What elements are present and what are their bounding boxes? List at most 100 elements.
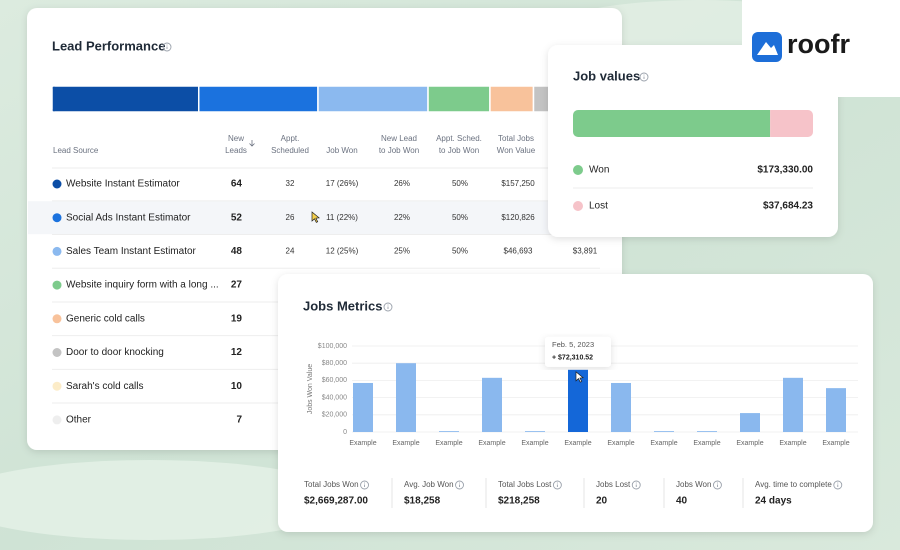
- bar-segment: [770, 110, 813, 137]
- logo-icon: [757, 42, 778, 55]
- new-leads: 7: [236, 415, 242, 426]
- cell: 26: [286, 213, 295, 222]
- y-tick-label: $40,000: [322, 394, 347, 401]
- column-header: New: [228, 134, 244, 143]
- cell: 17 (26%): [326, 179, 359, 188]
- cell: 50%: [452, 213, 468, 222]
- cell: 12 (25%): [326, 247, 359, 256]
- legend-label: Lost: [589, 201, 608, 212]
- tooltip-value: + $72,310.52: [552, 355, 593, 362]
- column-header: Total Jobs: [498, 134, 534, 143]
- legend-dot: [52, 314, 62, 324]
- cell: $3,891: [573, 247, 598, 256]
- stat-label: Avg. Job Won: [404, 480, 454, 489]
- bar-segment: [573, 110, 771, 137]
- bar: [740, 413, 760, 432]
- cell: 50%: [452, 247, 468, 256]
- amount: $37,684.23: [763, 201, 813, 212]
- bar-segment: [317, 86, 429, 112]
- new-leads: 12: [231, 347, 243, 358]
- info-icon: [458, 482, 461, 484]
- new-leads: 48: [231, 246, 243, 257]
- amount: $173,330.00: [757, 165, 813, 176]
- x-tick-label: Example: [564, 440, 591, 447]
- cursor: [575, 371, 584, 383]
- card-title: Lead Performance: [52, 38, 165, 53]
- info-icon: [837, 482, 839, 484]
- y-tick-label: $80,000: [322, 360, 347, 367]
- x-tick-label: Example: [822, 440, 849, 447]
- lead-source: Sales Team Instant Estimator: [66, 246, 197, 257]
- stat-value: 40: [676, 496, 688, 507]
- bar: [353, 382, 373, 432]
- column-header: to Job Won: [439, 146, 479, 155]
- legend-dot: [52, 280, 62, 290]
- stat-value: 20: [596, 496, 608, 507]
- x-tick-label: Example: [521, 440, 548, 447]
- info-icon: [387, 304, 389, 306]
- x-tick-label: Example: [349, 440, 376, 447]
- column-header: Leads: [225, 146, 247, 155]
- lead-source: Website inquiry form with a long ...: [66, 280, 219, 291]
- cell: 26%: [394, 179, 410, 188]
- cell: 11 (22%): [326, 213, 358, 222]
- stat-value: $18,258: [404, 496, 441, 507]
- column-header: Job Won: [326, 146, 357, 155]
- info-icon: [635, 482, 637, 484]
- new-leads: 19: [231, 313, 243, 324]
- x-tick-label: Example: [478, 440, 505, 447]
- cursor: [311, 211, 320, 223]
- stat-label: Avg. time to complete: [755, 480, 832, 489]
- info-icon: [162, 42, 172, 52]
- bar-segment: [52, 86, 200, 112]
- sort-arrow: [249, 140, 255, 147]
- column-header: Appt.: [281, 134, 300, 143]
- legend-dot: [52, 246, 62, 256]
- stacked-bar: [573, 110, 813, 137]
- lead-source: Generic cold calls: [66, 313, 145, 324]
- legend-dot: [52, 415, 62, 425]
- info-icon: [556, 482, 558, 484]
- bar: [568, 369, 588, 432]
- new-leads: 64: [231, 179, 243, 190]
- legend-dot: [573, 165, 583, 175]
- bar: [525, 431, 545, 432]
- x-tick-label: Example: [650, 440, 677, 447]
- legend-dot: [52, 179, 62, 189]
- x-tick-label: Example: [736, 440, 763, 447]
- x-tick-label: Example: [693, 440, 720, 447]
- info-icon: [833, 480, 843, 490]
- cell: 22%: [394, 213, 410, 222]
- legend-label: Won: [589, 165, 609, 176]
- cell: 24: [286, 247, 295, 256]
- info-icon: [363, 482, 366, 484]
- stacked-bar: [52, 86, 600, 112]
- stat-value: 24 days: [755, 496, 792, 507]
- cell: $46,693: [504, 247, 533, 256]
- stat-label: Jobs Won: [676, 480, 711, 489]
- legend-dot: [52, 348, 62, 357]
- column-header: New Lead: [381, 134, 417, 143]
- info-icon: [166, 44, 168, 46]
- stat-value: $2,669,287.00: [304, 496, 368, 507]
- bar: [396, 363, 416, 432]
- bar: [826, 388, 846, 432]
- tooltip-title: Feb. 5, 2023: [552, 340, 594, 349]
- column-header: Won Value: [497, 146, 536, 155]
- info-icon: [639, 72, 649, 82]
- y-tick-label: 0: [343, 429, 347, 436]
- y-axis-label: Jobs Won Value: [307, 364, 314, 414]
- legend-dot: [52, 381, 62, 391]
- bar-segment: [197, 86, 319, 112]
- bar: [783, 377, 803, 432]
- legend-dot: [52, 213, 62, 223]
- x-tick-label: Example: [392, 440, 419, 447]
- stat-label: Total Jobs Lost: [498, 480, 552, 489]
- x-tick-label: Example: [607, 440, 634, 447]
- cell: 50%: [452, 179, 468, 188]
- x-tick-label: Example: [435, 440, 462, 447]
- new-leads: 52: [231, 212, 243, 223]
- bar-segment: [427, 86, 491, 112]
